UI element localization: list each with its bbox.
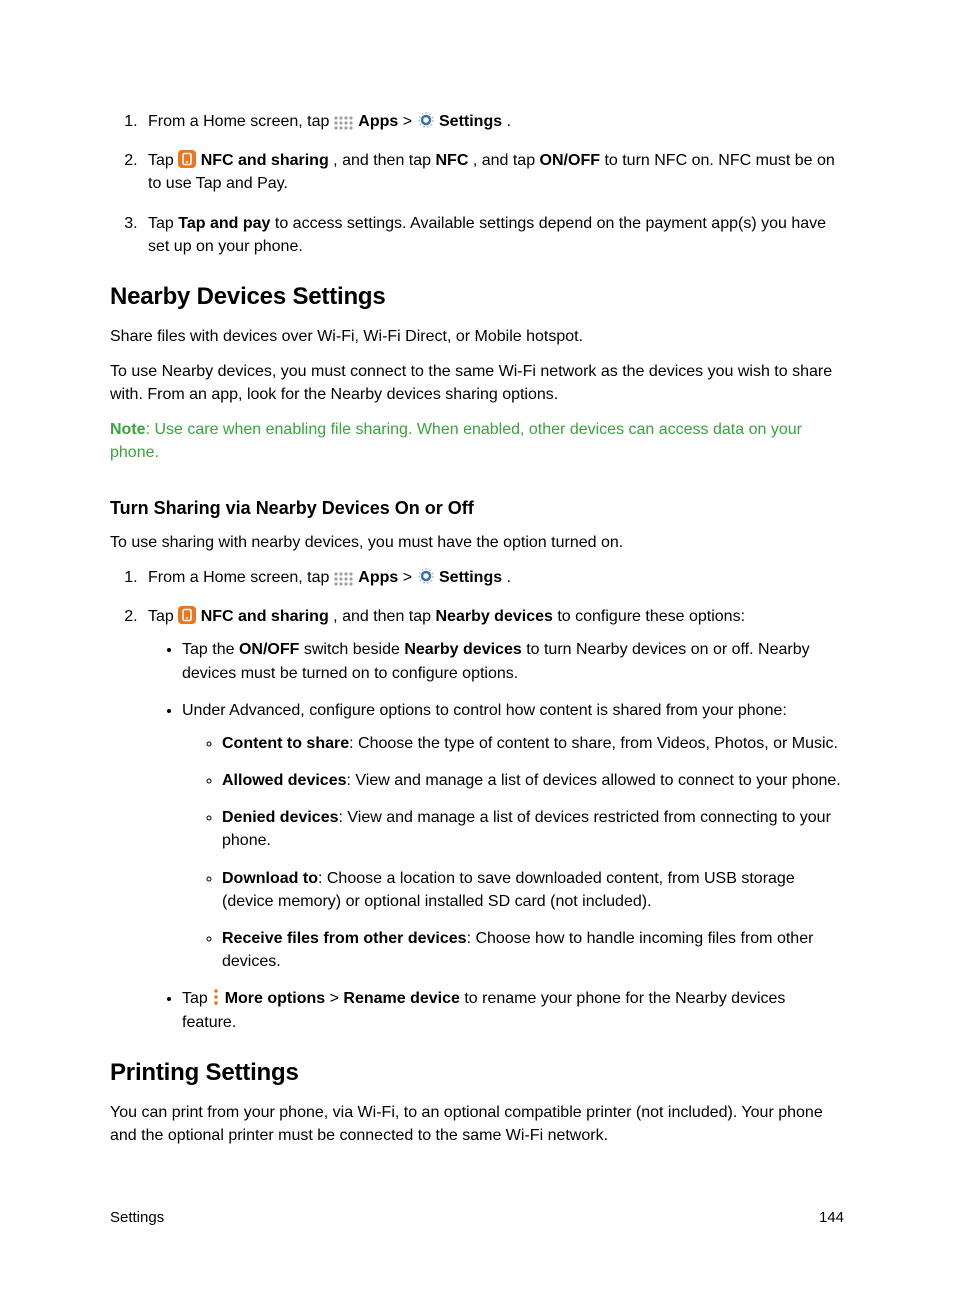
period: . <box>507 569 511 586</box>
printing-heading: Printing Settings <box>110 1056 844 1091</box>
option-label: Download to <box>222 870 318 887</box>
text: Tap the <box>182 641 239 658</box>
list-item: Denied devices: View and manage a list o… <box>222 806 844 852</box>
breadcrumb-sep: > <box>330 990 344 1007</box>
settings-label: Settings <box>439 113 502 130</box>
list-item: Download to: Choose a location to save d… <box>222 867 844 913</box>
settings-label: Settings <box>439 569 502 586</box>
note-body: : Use care when enabling file sharing. W… <box>110 421 802 461</box>
sharing-options-list: Tap the ON/OFF switch beside Nearby devi… <box>148 638 844 1033</box>
page-footer: Settings 144 <box>0 1207 954 1289</box>
apps-label: Apps <box>358 569 398 586</box>
list-item: Receive files from other devices: Choose… <box>222 927 844 973</box>
more-options-label: More options <box>225 990 325 1007</box>
sharing-step-1: From a Home screen, tap Apps > S <box>142 566 844 589</box>
step-text: , and tap <box>473 152 540 169</box>
nfc-icon <box>178 606 196 624</box>
apps-label: Apps <box>358 113 398 130</box>
settings-icon <box>417 111 435 129</box>
breadcrumb-sep: > <box>403 113 417 130</box>
printing-p1: You can print from your phone, via Wi-Fi… <box>110 1101 844 1147</box>
sharing-step-2: Tap NFC and sharing , and then tap Nearb… <box>142 605 844 1034</box>
nearby-devices-label: Nearby devices <box>435 608 552 625</box>
list-item: Tap the ON/OFF switch beside Nearby devi… <box>182 638 844 684</box>
onoff-label: ON/OFF <box>239 641 299 658</box>
step-text: Tap <box>148 152 178 169</box>
step-3: Tap Tap and pay to access settings. Avai… <box>142 212 844 258</box>
nfc-label: NFC <box>435 152 468 169</box>
option-text: : View and manage a list of devices allo… <box>347 772 841 789</box>
step-text: From a Home screen, tap <box>148 113 334 130</box>
text: Under Advanced, configure options to con… <box>182 702 787 719</box>
list-item: Tap More options > Rename device to rena… <box>182 987 844 1033</box>
option-label: Allowed devices <box>222 772 347 789</box>
advanced-options-list: Content to share: Choose the type of con… <box>182 732 844 974</box>
list-item: Under Advanced, configure options to con… <box>182 699 844 974</box>
option-label: Denied devices <box>222 809 339 826</box>
rename-device-label: Rename device <box>343 990 460 1007</box>
nearby-p2: To use Nearby devices, you must connect … <box>110 360 844 406</box>
nfc-sharing-label: NFC and sharing <box>201 608 329 625</box>
sub-p1: To use sharing with nearby devices, you … <box>110 531 844 554</box>
nearby-p1: Share files with devices over Wi-Fi, Wi-… <box>110 325 844 348</box>
option-label: Content to share <box>222 735 349 752</box>
footer-page-number: 144 <box>819 1207 844 1229</box>
nfc-sharing-label: NFC and sharing <box>201 152 329 169</box>
tap-and-pay-label: Tap and pay <box>178 215 270 232</box>
step-text: , and then tap <box>333 608 435 625</box>
step-text: From a Home screen, tap <box>148 569 334 586</box>
step-text: Tap <box>148 608 178 625</box>
apps-icon <box>334 114 354 128</box>
list-item: Content to share: Choose the type of con… <box>222 732 844 755</box>
nearby-devices-label: Nearby devices <box>404 641 521 658</box>
note-label: Note <box>110 421 146 438</box>
footer-left: Settings <box>110 1207 164 1229</box>
nfc-icon <box>178 150 196 168</box>
step-text: to configure these options: <box>557 608 745 625</box>
nearby-devices-heading: Nearby Devices Settings <box>110 280 844 315</box>
text: Tap <box>182 990 212 1007</box>
note-text: Note: Use care when enabling file sharin… <box>110 418 844 464</box>
text: switch beside <box>304 641 405 658</box>
step-1: From a Home screen, tap Apps > S <box>142 110 844 133</box>
onoff-label: ON/OFF <box>540 152 600 169</box>
tap-and-pay-steps: From a Home screen, tap Apps > S <box>110 110 844 258</box>
more-options-icon <box>212 988 220 1006</box>
step-text: , and then tap <box>333 152 435 169</box>
list-item: Allowed devices: View and manage a list … <box>222 769 844 792</box>
period: . <box>507 113 511 130</box>
step-2: Tap NFC and sharing , and then tap NFC ,… <box>142 149 844 195</box>
apps-icon <box>334 570 354 584</box>
option-label: Receive files from other devices <box>222 930 467 947</box>
page-content: From a Home screen, tap Apps > S <box>0 0 954 1147</box>
settings-icon <box>417 567 435 585</box>
option-text: : Choose the type of content to share, f… <box>349 735 838 752</box>
sharing-steps: From a Home screen, tap Apps > S <box>110 566 844 1034</box>
turn-sharing-subheading: Turn Sharing via Nearby Devices On or Of… <box>110 495 844 521</box>
breadcrumb-sep: > <box>403 569 417 586</box>
step-text: Tap <box>148 215 178 232</box>
